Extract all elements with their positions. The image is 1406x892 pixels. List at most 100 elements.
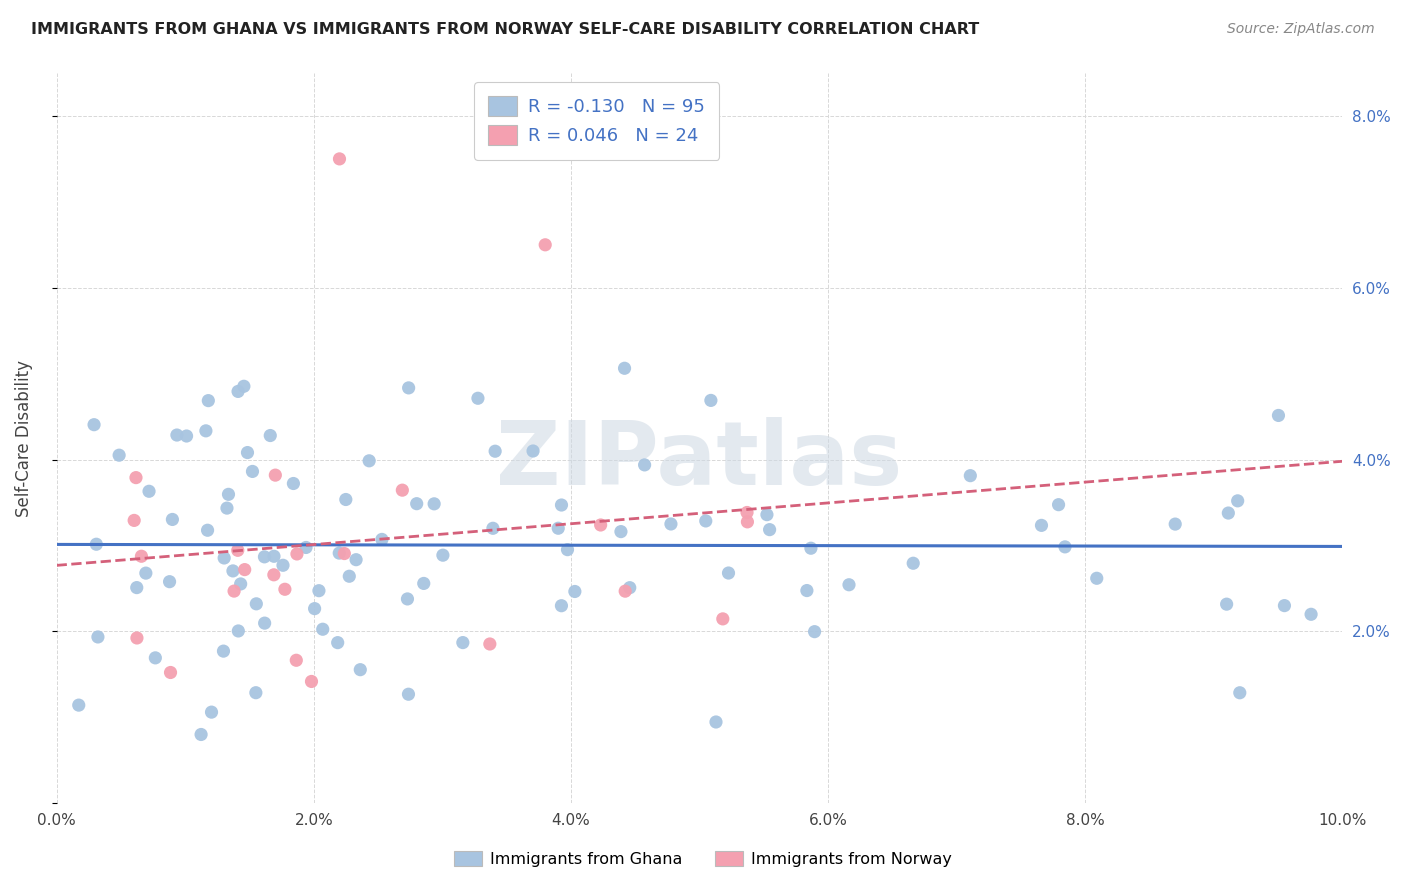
Point	[212, 551, 235, 566]
Point	[162, 512, 184, 526]
Point	[222, 584, 245, 599]
Point	[263, 549, 285, 564]
Point	[534, 237, 557, 252]
Point	[166, 428, 188, 442]
Point	[245, 597, 267, 611]
Point	[704, 714, 727, 729]
Point	[87, 630, 110, 644]
Point	[328, 152, 350, 166]
Point	[619, 581, 641, 595]
Point	[1229, 686, 1251, 700]
Text: ZIPatlas: ZIPatlas	[496, 417, 903, 503]
Point	[711, 612, 734, 626]
Point	[349, 663, 371, 677]
Text: IMMIGRANTS FROM GHANA VS IMMIGRANTS FROM NORWAY SELF-CARE DISABILITY CORRELATION: IMMIGRANTS FROM GHANA VS IMMIGRANTS FROM…	[31, 22, 979, 37]
Point	[717, 566, 740, 580]
Point	[232, 379, 254, 393]
Point	[1215, 597, 1237, 611]
Point	[86, 537, 108, 551]
Point	[478, 637, 501, 651]
Point	[547, 521, 569, 535]
Point	[432, 548, 454, 562]
Point	[522, 444, 544, 458]
Point	[215, 501, 238, 516]
Point	[222, 564, 245, 578]
Point	[236, 445, 259, 459]
Point	[125, 631, 148, 645]
Point	[226, 384, 249, 399]
Point	[194, 424, 217, 438]
Point	[301, 674, 323, 689]
Point	[633, 458, 655, 472]
Y-axis label: Self-Care Disability: Self-Care Disability	[15, 359, 32, 516]
Point	[274, 582, 297, 597]
Point	[335, 492, 357, 507]
Text: Source: ZipAtlas.com: Source: ZipAtlas.com	[1227, 22, 1375, 37]
Point	[253, 616, 276, 631]
Point	[755, 508, 778, 522]
Point	[333, 547, 356, 561]
Point	[1053, 540, 1076, 554]
Point	[108, 448, 131, 462]
Point	[125, 470, 148, 484]
Point	[467, 391, 489, 405]
Point	[589, 518, 612, 533]
Point	[735, 506, 758, 520]
Point	[1274, 599, 1296, 613]
Point	[197, 393, 219, 408]
Point	[135, 566, 157, 581]
Point	[312, 622, 335, 636]
Point	[484, 444, 506, 458]
Point	[737, 515, 759, 529]
Point	[1031, 518, 1053, 533]
Point	[212, 644, 235, 658]
Point	[1267, 409, 1289, 423]
Point	[803, 624, 825, 639]
Point	[610, 524, 633, 539]
Point	[125, 581, 148, 595]
Point	[391, 483, 413, 498]
Point	[283, 476, 305, 491]
Point	[550, 599, 572, 613]
Point	[143, 651, 166, 665]
Point	[758, 523, 780, 537]
Point	[1218, 506, 1240, 520]
Point	[218, 487, 240, 501]
Point	[83, 417, 105, 432]
Point	[131, 549, 153, 564]
Point	[67, 698, 90, 713]
Point	[295, 541, 318, 555]
Point	[326, 635, 349, 649]
Point	[328, 546, 350, 560]
Point	[398, 381, 420, 395]
Point	[1085, 571, 1108, 585]
Point	[271, 558, 294, 573]
Point	[1226, 493, 1249, 508]
Point	[197, 523, 219, 537]
Point	[245, 686, 267, 700]
Legend: Immigrants from Ghana, Immigrants from Norway: Immigrants from Ghana, Immigrants from N…	[447, 845, 959, 873]
Point	[233, 563, 256, 577]
Point	[1299, 607, 1322, 622]
Point	[482, 521, 505, 535]
Point	[371, 533, 394, 547]
Point	[359, 454, 381, 468]
Point	[614, 584, 637, 599]
Point	[564, 584, 586, 599]
Point	[229, 577, 252, 591]
Point	[451, 635, 474, 649]
Point	[159, 665, 181, 680]
Point	[557, 542, 579, 557]
Legend: R = -0.130   N = 95, R = 0.046   N = 24: R = -0.130 N = 95, R = 0.046 N = 24	[474, 82, 720, 160]
Point	[228, 624, 250, 638]
Point	[838, 578, 860, 592]
Point	[695, 514, 717, 528]
Point	[176, 429, 198, 443]
Point	[138, 484, 160, 499]
Point	[412, 576, 434, 591]
Point	[264, 468, 287, 483]
Point	[259, 428, 281, 442]
Point	[200, 705, 222, 719]
Point	[285, 653, 308, 667]
Point	[159, 574, 181, 589]
